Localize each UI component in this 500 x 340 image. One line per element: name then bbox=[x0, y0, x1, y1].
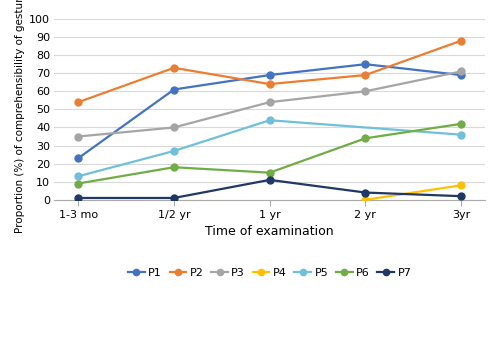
P7 bbox=[458, 194, 464, 198]
P7 bbox=[171, 196, 177, 200]
P2 bbox=[76, 100, 82, 104]
P5 bbox=[458, 133, 464, 137]
P5 bbox=[266, 118, 272, 122]
P6 bbox=[362, 136, 368, 140]
P1 bbox=[76, 156, 82, 160]
P3 bbox=[362, 89, 368, 94]
P1 bbox=[266, 73, 272, 77]
P4 bbox=[362, 198, 368, 202]
P2 bbox=[362, 73, 368, 77]
Line: P6: P6 bbox=[75, 120, 464, 187]
P3 bbox=[171, 125, 177, 130]
Line: P2: P2 bbox=[75, 37, 464, 106]
P2 bbox=[266, 82, 272, 86]
P3 bbox=[266, 100, 272, 104]
Line: P5: P5 bbox=[75, 117, 464, 180]
P5 bbox=[76, 174, 82, 178]
Legend: P1, P2, P3, P4, P5, P6, P7: P1, P2, P3, P4, P5, P6, P7 bbox=[124, 263, 416, 282]
P6 bbox=[76, 182, 82, 186]
P5 bbox=[171, 149, 177, 153]
P7 bbox=[266, 178, 272, 182]
P1 bbox=[362, 62, 368, 66]
Line: P1: P1 bbox=[75, 61, 464, 162]
P2 bbox=[458, 39, 464, 43]
P6 bbox=[458, 122, 464, 126]
Line: P3: P3 bbox=[75, 68, 464, 140]
Y-axis label: Proportion (%) of comprehensibility of gestures: Proportion (%) of comprehensibility of g… bbox=[15, 0, 25, 233]
P4 bbox=[458, 183, 464, 187]
P2 bbox=[171, 66, 177, 70]
P1 bbox=[171, 87, 177, 91]
P6 bbox=[171, 165, 177, 169]
X-axis label: Time of examination: Time of examination bbox=[206, 225, 334, 238]
P7 bbox=[362, 190, 368, 194]
P3 bbox=[458, 69, 464, 73]
P6 bbox=[266, 171, 272, 175]
P1 bbox=[458, 73, 464, 77]
P3 bbox=[76, 134, 82, 138]
P7 bbox=[76, 196, 82, 200]
Line: P4: P4 bbox=[362, 182, 464, 203]
Line: P7: P7 bbox=[75, 176, 464, 201]
